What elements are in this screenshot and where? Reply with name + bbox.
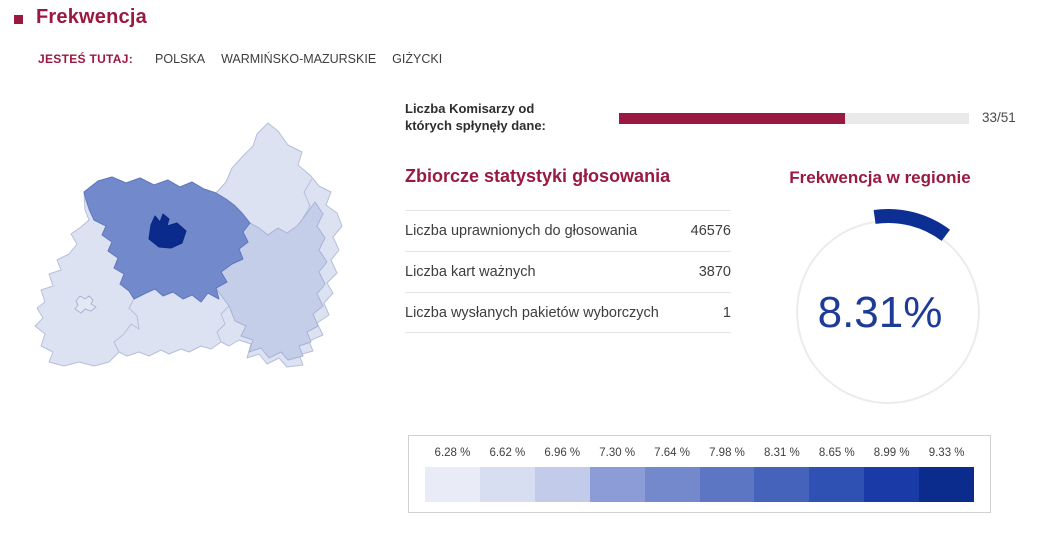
statistics-row: Liczba uprawnionych do głosowania 46576 <box>405 210 731 251</box>
turnout-gauge <box>796 208 980 404</box>
map-region-enclave[interactable] <box>74 295 97 314</box>
statistics-row: Liczba kart ważnych 3870 <box>405 251 731 292</box>
legend-item-label: 8.65 % <box>818 447 855 459</box>
breadcrumb-label: JESTEŚ TUTAJ: <box>38 52 134 66</box>
county-map <box>34 122 343 368</box>
commissioners-label-line2: których spłynęły dane: <box>405 118 546 133</box>
legend-item-swatch <box>699 467 755 502</box>
breadcrumb-item-gi-ycki[interactable]: GIŻYCKI <box>392 52 443 66</box>
legend-item-swatch <box>644 467 700 502</box>
gauge-title: Frekwencja w regionie <box>789 168 971 187</box>
breadcrumb-item-warmi-sko-mazurskie[interactable]: WARMIŃSKO-MAZURSKIE <box>221 52 377 66</box>
commissioners-label-line1: Liczba Komisarzy od <box>405 101 535 116</box>
legend-item-label: 6.96 % <box>544 447 581 459</box>
legend-item-label: 7.98 % <box>709 447 745 459</box>
title-bullet-icon <box>14 15 23 24</box>
legend-item-swatch <box>919 467 975 502</box>
page-title: Frekwencja <box>36 6 147 28</box>
statistics-row-value: 1 <box>722 304 731 321</box>
legend-item: 7.98 % <box>699 447 755 504</box>
breadcrumb-items: POLSKA WARMIŃSKO-MAZURSKIE GIŻYCKI <box>155 52 458 66</box>
statistics-row-value: 46576 <box>690 223 731 239</box>
legend-item-label: 7.30 % <box>599 447 636 459</box>
legend-item: 8.99 % <box>864 447 920 504</box>
legend-item: 6.62 % <box>479 447 535 504</box>
legend-item-label: 8.31 % <box>763 447 800 459</box>
breadcrumb-item-polska[interactable]: POLSKA <box>155 52 206 66</box>
map-region-town-selected[interactable] <box>148 213 187 249</box>
statistics-row: Liczba wysłanych pakietów wyborczych 1 <box>405 292 731 333</box>
legend-item-swatch <box>479 467 535 502</box>
legend-item-swatch <box>589 467 645 502</box>
commissioners-progress-fill <box>619 113 846 124</box>
legend-item-swatch <box>754 467 810 502</box>
gauge-arc <box>873 208 951 242</box>
legend-item-label: 9.33 % <box>928 447 965 459</box>
statistics-row-value: 3870 <box>698 264 731 280</box>
legend-item-label: 6.62 % <box>489 447 526 459</box>
legend-item: 9.33 % <box>919 447 975 504</box>
legend-item-label: 8.99 % <box>873 447 910 459</box>
statistics-table: Liczba uprawnionych do głosowania 46576 Li… <box>405 210 731 333</box>
legend-item: 8.31 % <box>754 447 810 504</box>
legend-item: 7.64 % <box>644 447 700 504</box>
legend-item-swatch <box>809 467 865 502</box>
legend-item: 7.30 % <box>589 447 645 504</box>
legend-item-swatch <box>425 467 480 502</box>
commissioners-count: 33/51 <box>982 110 1016 125</box>
breadcrumb: JESTEŚ TUTAJ: POLSKA WARMIŃSKO-MAZURSKIE G… <box>38 52 458 66</box>
map-color-legend: 6.28 % 6.62 % 6.96 % 7.30 % 7.64 % 7.98 % 8.31… <box>408 435 991 513</box>
statistics-row-label: Liczba uprawnionych do głosowania <box>405 223 638 239</box>
legend-item: 6.96 % <box>534 447 590 504</box>
commissioners-label: Liczba Komisarzy od których spłynęły dan… <box>405 100 575 134</box>
legend-item: 8.65 % <box>809 447 865 504</box>
legend-item: 6.28 % <box>425 447 480 504</box>
legend-item-label: 6.28 % <box>434 447 471 459</box>
statistics-row-label: Liczba kart ważnych <box>405 264 536 280</box>
statistics-title: Zbiorcze statystyki głosowania <box>405 166 671 186</box>
legend-item-label: 7.64 % <box>654 447 690 459</box>
commissioners-progress-track <box>619 113 969 124</box>
legend-item-swatch <box>534 467 590 502</box>
gauge-value: 8.31% <box>817 288 943 337</box>
statistics-row-label: Liczba wysłanych pakietów wyborczych <box>405 304 659 321</box>
legend-item-swatch <box>864 467 920 502</box>
